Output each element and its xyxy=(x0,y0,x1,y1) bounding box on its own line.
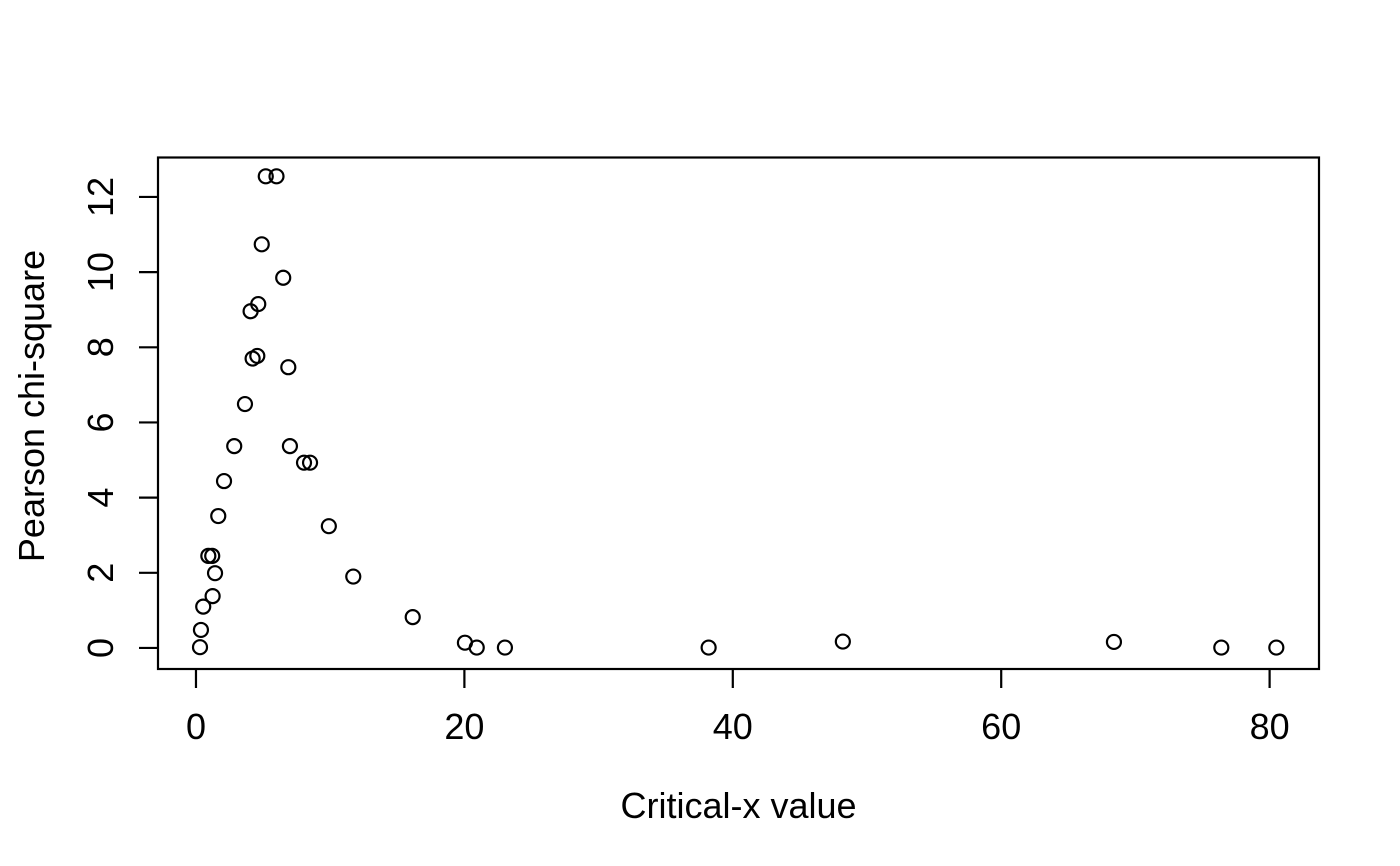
x-axis-title: Critical-x value xyxy=(620,785,856,826)
data-point xyxy=(404,609,421,626)
plot-box xyxy=(156,156,1321,671)
data-point xyxy=(210,507,227,525)
x-tick-label: 60 xyxy=(981,706,1021,747)
data-point xyxy=(250,295,267,313)
data-point xyxy=(301,454,319,471)
data-point xyxy=(700,639,717,656)
y-tick-label: 2 xyxy=(80,563,121,583)
data-point xyxy=(206,565,224,582)
y-tick-label: 6 xyxy=(80,412,121,432)
x-tick-label: 0 xyxy=(186,706,206,747)
x-tick-label: 80 xyxy=(1250,706,1290,747)
y-tick-label: 0 xyxy=(80,638,121,658)
x-tick-label: 40 xyxy=(713,706,753,747)
data-point xyxy=(345,568,362,585)
y-tick-label: 10 xyxy=(80,252,121,292)
axis-ticks: 0 20 40 60 80 0 2 4 6 8 10 12 xyxy=(80,177,1290,747)
data-point xyxy=(1105,633,1123,651)
data-point xyxy=(249,347,266,365)
data-point xyxy=(226,438,243,455)
data-point xyxy=(192,621,210,639)
data-point xyxy=(320,518,337,535)
data-point xyxy=(204,547,221,564)
data-point xyxy=(236,395,254,413)
data-point xyxy=(195,598,212,615)
x-tick-label: 20 xyxy=(444,706,484,747)
y-tick-label: 4 xyxy=(80,488,121,508)
data-point xyxy=(204,587,221,605)
data-point xyxy=(468,639,485,656)
y-tick-label: 8 xyxy=(80,337,121,357)
data-point xyxy=(295,454,313,471)
data-point xyxy=(281,438,299,455)
data-point xyxy=(1268,639,1285,656)
data-point xyxy=(257,168,274,185)
data-point xyxy=(1213,639,1230,656)
y-axis-title: Pearson chi-square xyxy=(11,250,52,562)
y-tick-label: 12 xyxy=(80,177,121,217)
data-point xyxy=(275,269,292,286)
data-point xyxy=(280,359,297,376)
data-point xyxy=(496,639,514,656)
data-point xyxy=(215,472,233,490)
data-point xyxy=(268,168,285,185)
data-points xyxy=(191,168,1285,656)
data-point xyxy=(834,633,851,650)
data-point xyxy=(191,639,209,656)
data-point xyxy=(253,236,270,253)
